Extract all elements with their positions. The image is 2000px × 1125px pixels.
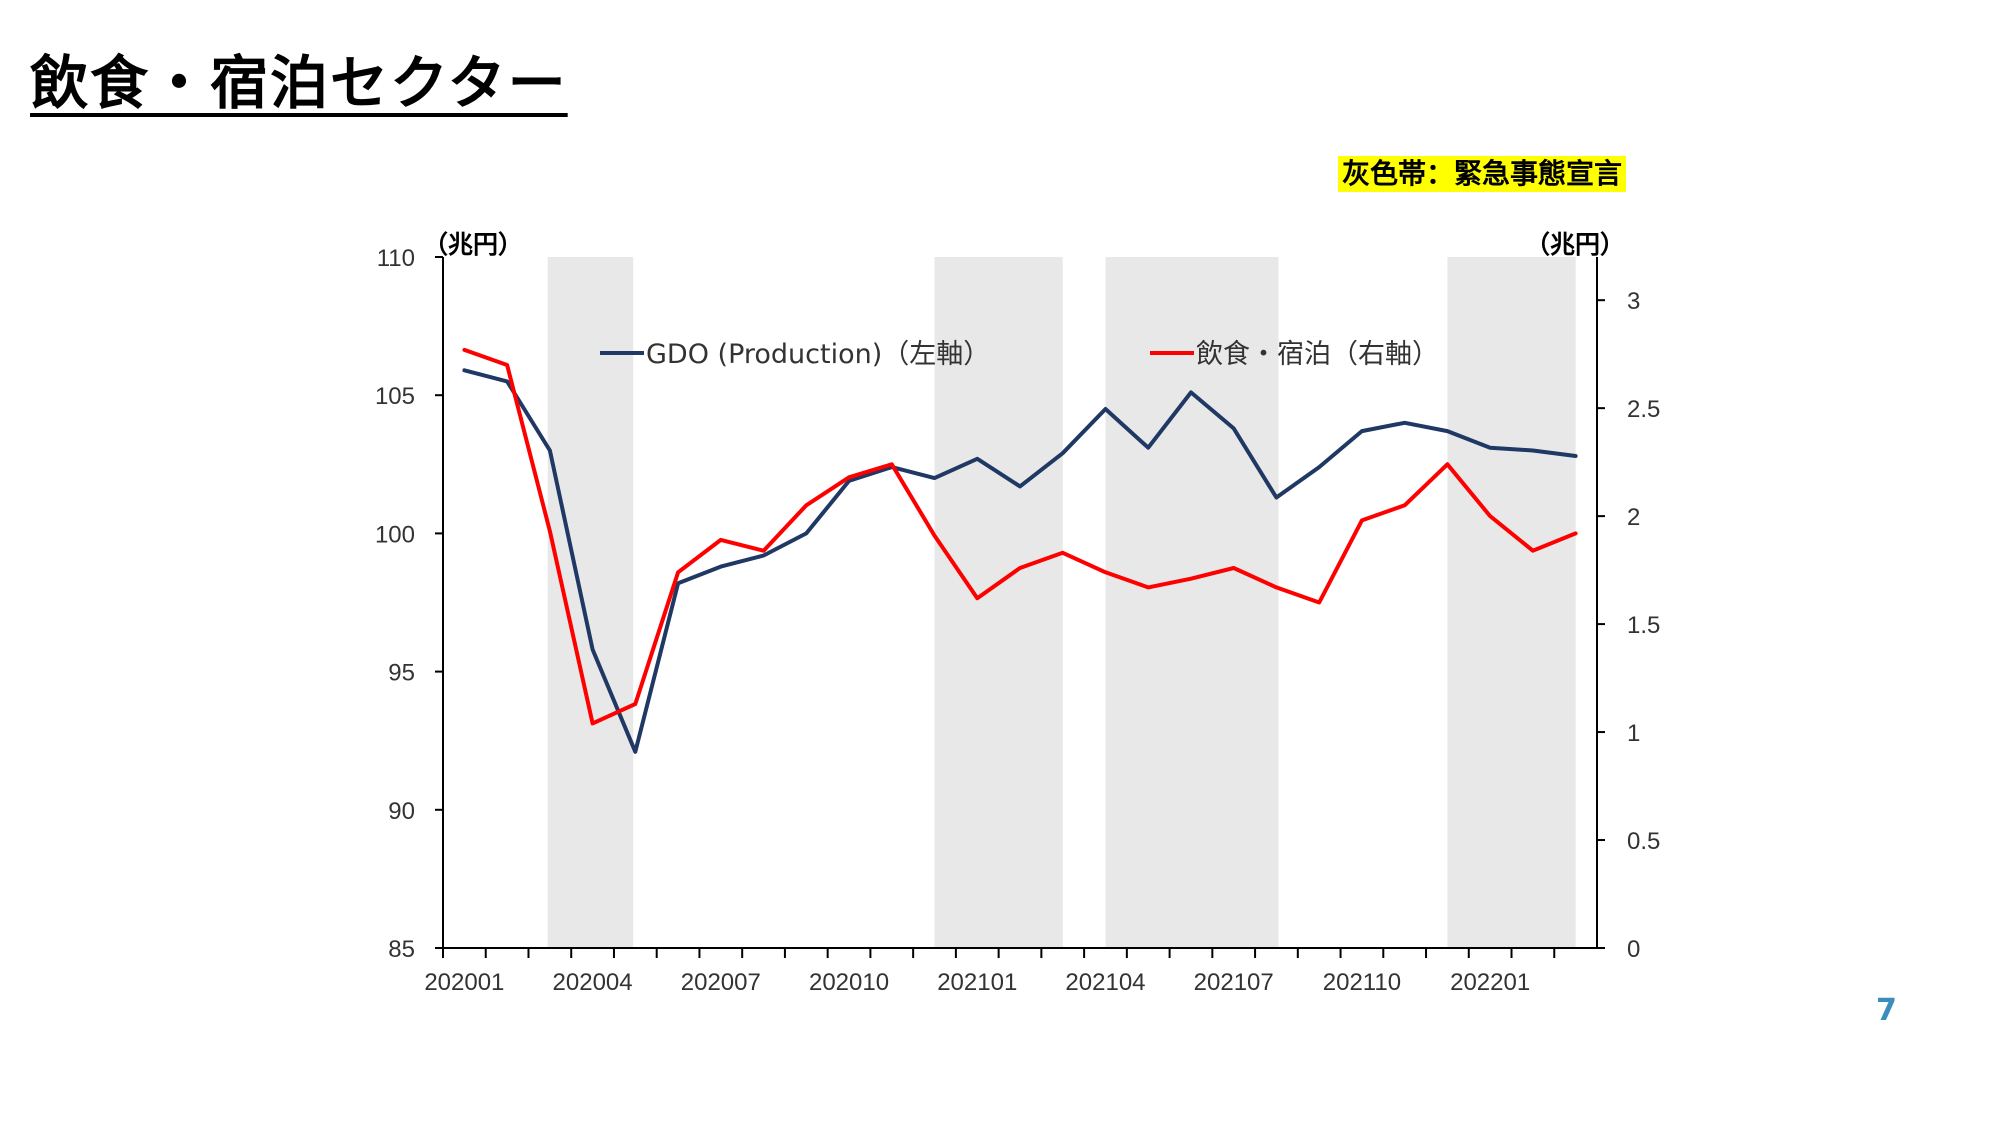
right-tick-label-0.5: 0.5 [1627,828,1660,855]
right-axis-unit: （兆円） [1525,230,1625,259]
page-number: 7 [1876,993,1897,1028]
series-line-food-lodging [462,347,1578,726]
legend-label-gdo: GDO (Production)（左軸） [646,339,990,370]
emergency-band-4 [1447,257,1576,948]
left-tick-label-95: 95 [388,660,415,687]
right-tick-label-2: 2 [1627,504,1640,531]
emergency-band-3 [1105,257,1279,948]
emergency-band-note: 灰色帯：緊急事態宣言 [1338,156,1627,192]
x-tick-label-202110: 202110 [1323,969,1401,996]
left-tick-label-85: 85 [388,936,415,963]
x-tick-label-202201: 202201 [1450,969,1530,996]
left-tick-label-90: 90 [388,798,415,825]
x-tick-label-202101: 202101 [937,969,1017,996]
left-tick-label-100: 100 [375,521,415,548]
x-tick-label-202010: 202010 [809,969,889,996]
left-tick-label-110: 110 [377,245,415,272]
left-axis-unit: （兆円） [423,230,523,259]
series-line-gdo [462,368,1578,754]
x-tick-label-202004: 202004 [553,969,633,996]
right-tick-label-1: 1 [1627,720,1640,747]
left-tick-label-105: 105 [375,383,415,410]
emergency-band-1 [547,257,634,948]
x-tick-label-202104: 202104 [1065,969,1145,996]
emergency-band-2 [934,257,1063,948]
right-tick-label-1.5: 1.5 [1627,612,1660,639]
x-tick-label-202007: 202007 [681,969,761,996]
legend-label-food-lodging: 飲食・宿泊（右軸） [1196,339,1439,370]
slide-title: 飲食・宿泊セクター [30,49,568,117]
x-tick-label-202001: 202001 [424,969,504,996]
right-tick-label-0: 0 [1627,936,1640,963]
x-tick-label-202107: 202107 [1194,969,1274,996]
right-tick-label-3: 3 [1627,288,1640,315]
right-tick-label-2.5: 2.5 [1627,396,1660,423]
